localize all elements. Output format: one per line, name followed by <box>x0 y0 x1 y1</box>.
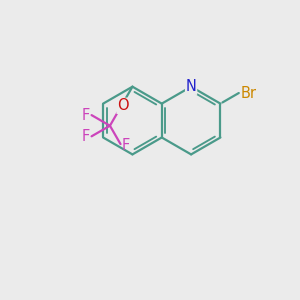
Text: F: F <box>122 138 130 153</box>
Text: N: N <box>186 79 196 94</box>
Text: F: F <box>82 108 90 123</box>
Text: Br: Br <box>240 85 256 100</box>
Text: O: O <box>117 98 129 113</box>
Text: F: F <box>82 129 90 144</box>
